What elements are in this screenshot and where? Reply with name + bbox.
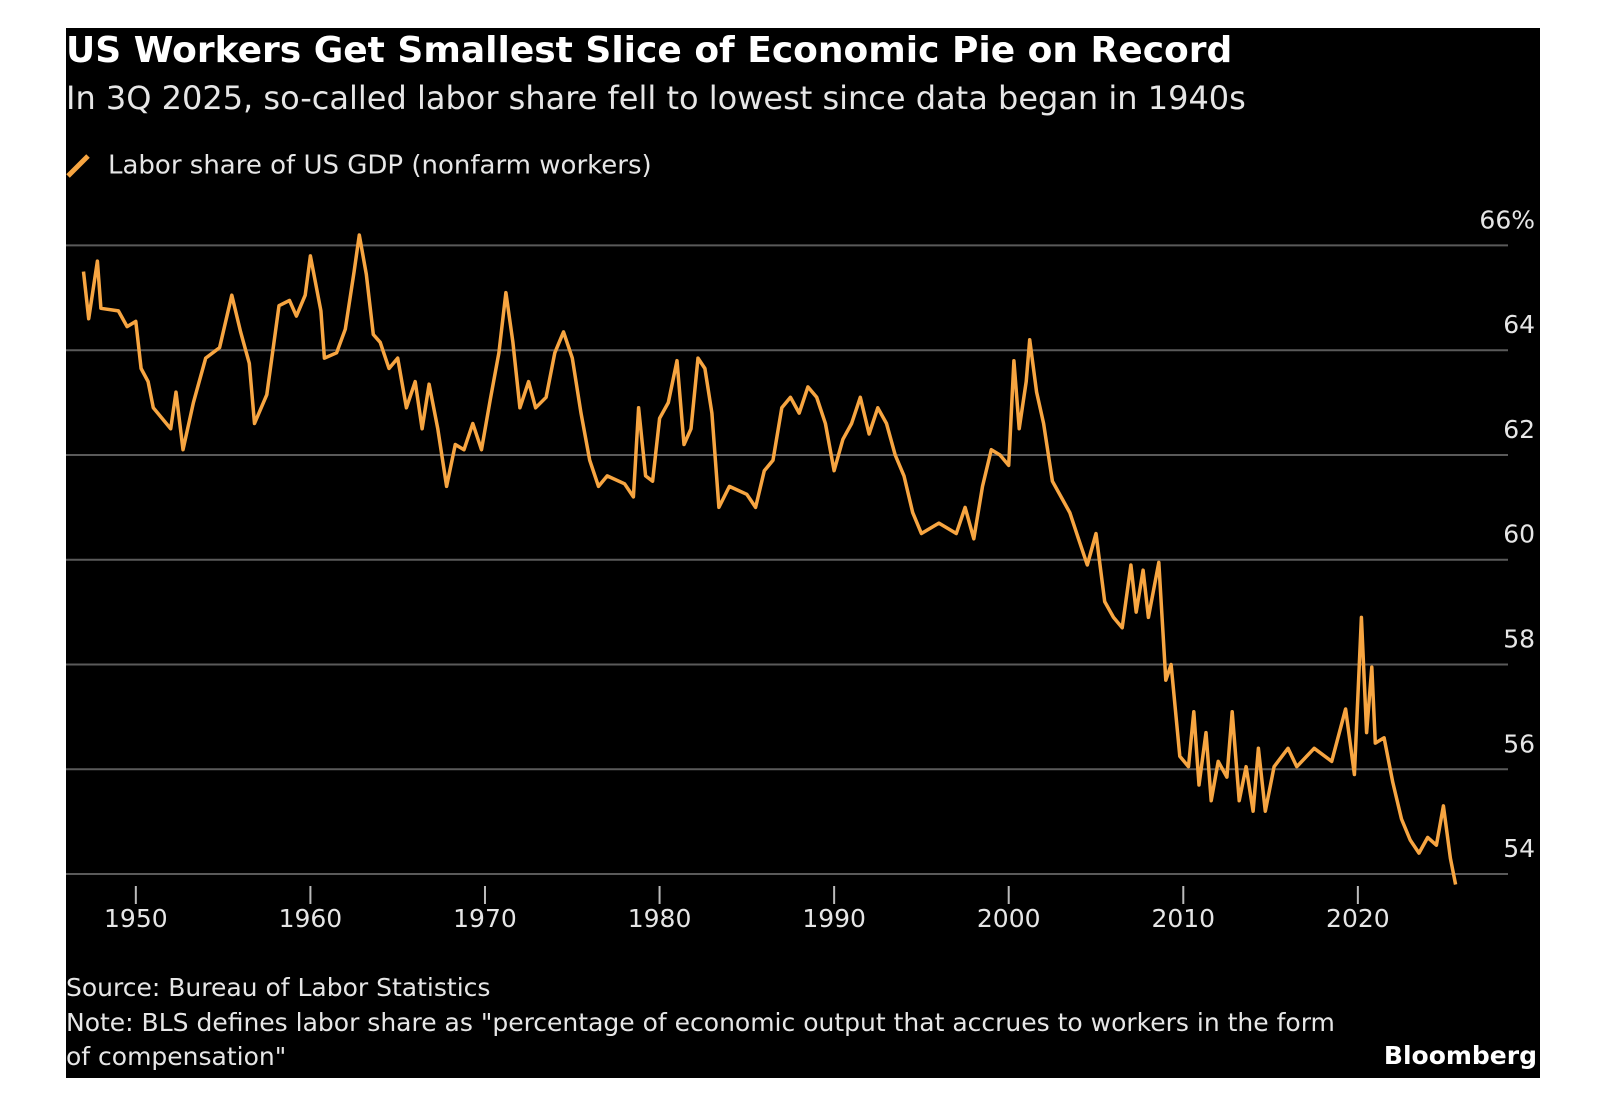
y-tick-label: 66%	[1479, 205, 1535, 234]
grid: 54 56 58 60 62 64 66% 1950 1960 1970 1980 1990 2000 2…	[66, 205, 1535, 933]
y-tick-label: 64	[1503, 310, 1535, 339]
source: Source: Bureau of Labor Statistics	[66, 973, 490, 1002]
plot	[81, 233, 1458, 885]
y-tick-label: 54	[1503, 834, 1535, 863]
x-tick-label: 1980	[628, 904, 692, 933]
x-tick-label: 1950	[104, 904, 168, 933]
brand: Bloomberg	[1384, 1041, 1537, 1070]
legend-swatch	[66, 154, 90, 178]
y-tick-label: 62	[1503, 415, 1535, 444]
note: Note: BLS defines labor share as "percen…	[66, 1008, 1335, 1071]
legend-label: Labor share of US GDP (nonfarm workers)	[108, 151, 652, 181]
x-tick-label: 2010	[1151, 904, 1215, 933]
y-tick-label: 56	[1503, 729, 1535, 758]
y-tick-label: 58	[1503, 625, 1535, 654]
data-line	[81, 233, 1458, 885]
y-tick-label: 60	[1503, 520, 1535, 549]
x-tick-label: 2000	[977, 904, 1041, 933]
legend: Labor share of US GDP (nonfarm workers)	[66, 151, 652, 181]
chart-title: US Workers Get Smallest Slice of Economi…	[66, 30, 1232, 71]
panel	[66, 28, 1540, 1078]
chart-subtitle: In 3Q 2025, so-called labor share fell t…	[66, 79, 1246, 117]
x-tick-label: 1970	[453, 904, 517, 933]
x-tick-label: 1960	[279, 904, 343, 933]
x-tick-label: 2020	[1326, 904, 1390, 933]
note-wrap: Note: BLS defines labor share as "percen…	[66, 1008, 1335, 1071]
x-tick-label: 1990	[802, 904, 866, 933]
